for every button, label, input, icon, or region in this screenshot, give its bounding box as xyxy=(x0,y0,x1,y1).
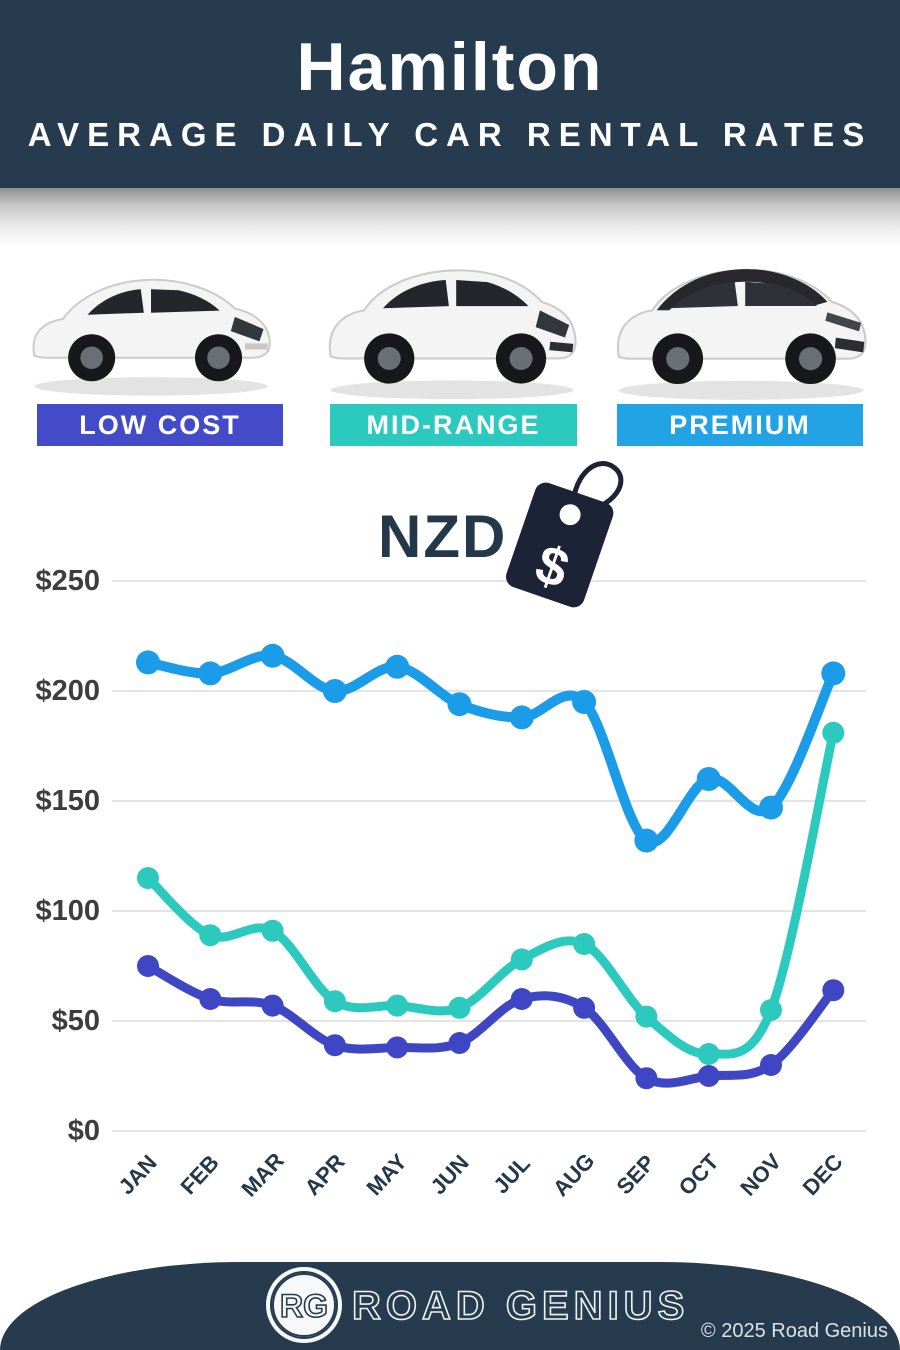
svg-text:RG: RG xyxy=(280,1288,328,1324)
header: Hamilton AVERAGE DAILY CAR RENTAL RATES xyxy=(0,0,900,188)
white-suv-car-icon xyxy=(328,269,577,400)
point-mid-range-mar xyxy=(261,919,284,942)
point-low-cost-may xyxy=(386,1036,409,1059)
point-premium-may xyxy=(385,654,410,679)
point-premium-nov xyxy=(759,795,783,820)
point-low-cost-oct xyxy=(697,1065,720,1087)
point-low-cost-aug xyxy=(573,996,596,1019)
point-mid-range-oct xyxy=(697,1043,720,1065)
point-premium-apr xyxy=(322,679,347,703)
point-premium-sep xyxy=(634,828,659,853)
y-axis-tick-label: $100 xyxy=(35,895,100,927)
y-axis-tick-label: $150 xyxy=(35,785,100,817)
y-axis-tick-label: $50 xyxy=(51,1005,100,1037)
footer xyxy=(0,1262,900,1350)
point-mid-range-jun xyxy=(448,996,471,1019)
point-low-cost-nov xyxy=(760,1054,782,1076)
point-mid-range-sep xyxy=(635,1005,658,1028)
point-low-cost-sep xyxy=(635,1067,658,1090)
point-premium-aug xyxy=(572,690,597,714)
point-mid-range-dec xyxy=(822,721,845,744)
point-premium-jun xyxy=(447,692,472,717)
point-low-cost-mar xyxy=(261,994,284,1017)
price-tag-dollar-icon: $ xyxy=(462,452,692,627)
mid-range-label: MID-RANGE xyxy=(366,409,541,440)
point-premium-dec xyxy=(821,661,846,686)
point-mid-range-may xyxy=(386,994,409,1017)
point-low-cost-feb xyxy=(199,988,222,1010)
premium-car-image xyxy=(604,240,878,410)
point-premium-oct xyxy=(696,767,721,791)
rg-monogram-icon: RG xyxy=(272,1273,336,1337)
white-hatchback-car-icon xyxy=(32,278,271,396)
mid-range-car-image xyxy=(316,240,588,410)
point-mid-range-jan xyxy=(137,867,159,889)
mid-range-label-band: MID-RANGE xyxy=(330,404,577,446)
svg-text:ROAD GENIUS: ROAD GENIUS xyxy=(352,1284,689,1328)
point-low-cost-apr xyxy=(323,1034,346,1057)
low-cost-car-image xyxy=(18,240,284,410)
point-low-cost-jun xyxy=(448,1032,471,1054)
rental-rates-line-chart xyxy=(112,580,866,1132)
y-axis-tick-label: $200 xyxy=(35,675,100,707)
page-title: Hamilton xyxy=(296,29,604,105)
y-axis-tick-label: $0 xyxy=(67,1115,100,1147)
low-cost-label: LOW COST xyxy=(79,409,241,440)
chart-gridlines xyxy=(112,580,866,1132)
premium-label: PREMIUM xyxy=(669,409,811,440)
currency-label: NZD xyxy=(378,503,508,570)
point-mid-range-jul xyxy=(510,948,533,971)
chart-series xyxy=(136,643,846,1090)
point-mid-range-nov xyxy=(760,999,782,1021)
point-premium-jan xyxy=(136,650,160,675)
point-premium-mar xyxy=(260,643,285,668)
header-gradient-divider xyxy=(0,188,900,248)
point-low-cost-dec xyxy=(822,979,845,1002)
point-low-cost-jan xyxy=(137,955,159,977)
page-subtitle: AVERAGE DAILY CAR RENTAL RATES xyxy=(27,116,873,153)
point-premium-feb xyxy=(198,661,223,686)
road-genius-logo: RG xyxy=(266,1267,342,1343)
premium-label-band: PREMIUM xyxy=(617,404,863,446)
brand-wordmark: ROAD GENIUS xyxy=(352,1283,689,1329)
line-premium xyxy=(143,650,839,848)
point-premium-jul xyxy=(509,705,534,730)
point-mid-range-apr xyxy=(323,990,346,1013)
point-mid-range-feb xyxy=(199,924,222,947)
point-mid-range-aug xyxy=(573,933,596,955)
copyright-text: © 2025 Road Genius xyxy=(700,1320,888,1342)
white-premium-suv-black-roof-icon xyxy=(616,268,867,400)
y-axis-tick-label: $250 xyxy=(35,565,100,597)
low-cost-label-band: LOW COST xyxy=(37,404,283,446)
point-low-cost-jul xyxy=(510,988,533,1010)
